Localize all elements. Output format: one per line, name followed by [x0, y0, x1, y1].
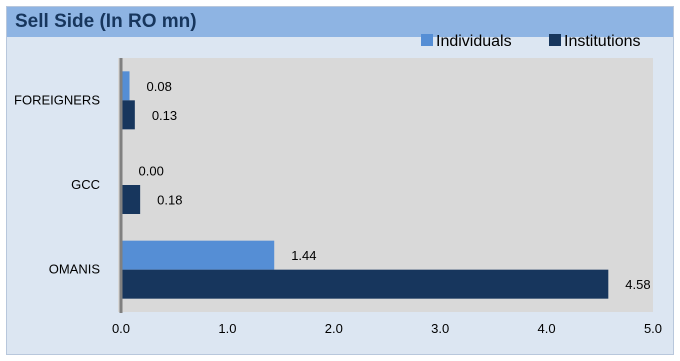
legend-label-institutions: Institutions	[564, 33, 640, 50]
x-tick-label-3: 3.0	[431, 321, 449, 336]
legend-label-individuals: Individuals	[436, 33, 512, 50]
title-bar: Sell Side (In RO mn)	[7, 7, 673, 37]
bar-institutions-omanis	[121, 269, 609, 299]
data-label-individuals-foreigners: 0.08	[147, 79, 172, 94]
category-label-omanis: OMANIS	[49, 262, 101, 277]
legend-swatch-individuals	[421, 34, 433, 46]
x-tick-label-2: 2.0	[325, 321, 343, 336]
chart-title: Sell Side (In RO mn)	[15, 11, 197, 32]
category-label-gcc: GCC	[71, 177, 100, 192]
data-label-institutions-omanis: 4.58	[625, 277, 650, 292]
bar-institutions-gcc	[121, 185, 141, 214]
data-label-individuals-omanis: 1.44	[291, 248, 316, 263]
x-tick-label-5: 5.0	[644, 321, 662, 336]
legend-swatch-institutions	[549, 34, 561, 46]
bar-individuals-foreigners	[121, 71, 130, 101]
data-label-institutions-foreigners: 0.13	[152, 108, 177, 123]
bar-institutions-foreigners	[121, 100, 135, 130]
bar-individuals-omanis	[121, 240, 275, 270]
data-label-institutions-gcc: 0.18	[157, 193, 182, 208]
category-label-foreigners: FOREIGNERS	[14, 92, 100, 107]
data-label-individuals-gcc: 0.00	[139, 164, 164, 179]
x-tick-label-0: 0.0	[112, 321, 130, 336]
x-tick-label-1: 1.0	[218, 321, 236, 336]
x-tick-label-4: 4.0	[538, 321, 556, 336]
